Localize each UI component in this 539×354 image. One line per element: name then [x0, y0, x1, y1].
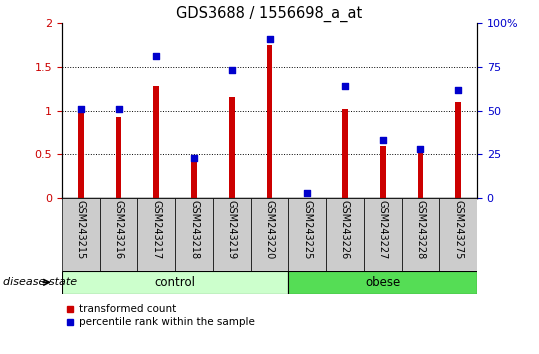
Point	[77, 106, 85, 112]
Point	[152, 53, 161, 59]
Point	[416, 146, 425, 152]
Bar	[175, 198, 213, 271]
Bar	[116, 117, 121, 198]
Point	[341, 83, 349, 89]
Bar	[62, 198, 100, 271]
Text: GSM243219: GSM243219	[227, 200, 237, 259]
Bar	[326, 198, 364, 271]
Bar	[229, 97, 234, 198]
Bar	[288, 198, 326, 271]
Text: GSM243218: GSM243218	[189, 200, 199, 259]
Text: disease state: disease state	[3, 277, 77, 287]
Text: GSM243215: GSM243215	[76, 200, 86, 260]
Bar	[342, 109, 348, 198]
Legend: transformed count, percentile rank within the sample: transformed count, percentile rank withi…	[67, 304, 254, 327]
Bar	[100, 198, 137, 271]
Bar	[418, 148, 423, 198]
Text: GSM243225: GSM243225	[302, 200, 312, 260]
Bar	[62, 271, 288, 294]
Bar	[439, 198, 477, 271]
Bar	[251, 198, 288, 271]
Text: GSM243275: GSM243275	[453, 200, 463, 260]
Text: control: control	[155, 276, 196, 289]
Text: obese: obese	[365, 276, 400, 289]
Text: GSM243228: GSM243228	[416, 200, 425, 260]
Text: GSM243217: GSM243217	[151, 200, 161, 260]
Point	[190, 155, 198, 161]
Bar	[380, 146, 385, 198]
Bar	[213, 198, 251, 271]
Bar	[137, 198, 175, 271]
Point	[378, 138, 387, 143]
Point	[454, 87, 462, 92]
Bar	[191, 160, 197, 198]
Bar	[267, 45, 272, 198]
Bar	[154, 86, 159, 198]
Bar	[402, 198, 439, 271]
Bar	[455, 102, 461, 198]
Title: GDS3688 / 1556698_a_at: GDS3688 / 1556698_a_at	[176, 5, 363, 22]
Point	[114, 106, 123, 112]
Point	[227, 68, 236, 73]
Text: GSM243220: GSM243220	[265, 200, 274, 260]
Bar	[364, 198, 402, 271]
Text: GSM243226: GSM243226	[340, 200, 350, 260]
Point	[265, 36, 274, 42]
Bar	[288, 271, 477, 294]
Text: GSM243216: GSM243216	[114, 200, 123, 259]
Bar	[78, 110, 84, 198]
Point	[303, 190, 312, 196]
Text: GSM243227: GSM243227	[378, 200, 388, 260]
